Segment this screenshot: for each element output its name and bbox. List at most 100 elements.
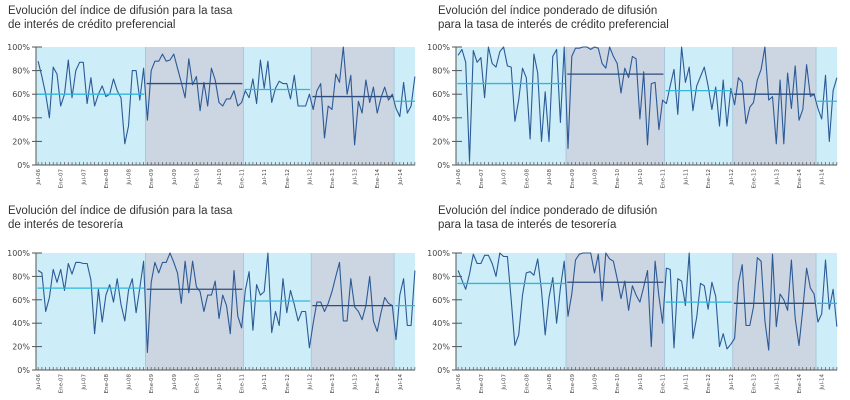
y-tick-label: 100% bbox=[7, 249, 30, 258]
x-tick-label: Jul-09 bbox=[592, 374, 598, 391]
chart-title: Evolución del índice de difusión para la… bbox=[8, 5, 233, 31]
y-tick-label: 60% bbox=[432, 90, 450, 99]
x-tick-label: Ene-07 bbox=[59, 168, 65, 188]
line-chart: 0% 20% 40% 60% 80% 100% Jul-06 Ene-07 Jul-07 Ene-… bbox=[7, 43, 416, 188]
x-tick-label: Ene-13 bbox=[752, 168, 758, 188]
x-tick-label: Jul-11 bbox=[683, 169, 689, 186]
y-tick-label: 80% bbox=[12, 272, 30, 281]
diffusion-index-line bbox=[37, 46, 416, 146]
x-tick-label: Ene-09 bbox=[149, 373, 155, 393]
chart-panel-2: Evolución del índice ponderado de difusi… bbox=[420, 0, 845, 200]
x-tick-label: Jul-11 bbox=[262, 374, 268, 391]
diffusion-index-line bbox=[37, 252, 416, 354]
x-tick-label: Ene-10 bbox=[615, 168, 621, 188]
x-tick-label: Ene-08 bbox=[524, 373, 530, 393]
x-tick-label: Ene-11 bbox=[661, 374, 667, 393]
x-tick-label: Ene-11 bbox=[240, 374, 246, 393]
x-tick-label: Jul-07 bbox=[81, 374, 87, 391]
period-band-5 bbox=[816, 47, 837, 165]
x-tick-label: Jul-13 bbox=[774, 169, 780, 186]
x-tick-label: Jul-07 bbox=[502, 169, 508, 186]
period-band-5 bbox=[394, 47, 415, 165]
x-tick-label: Jul-07 bbox=[81, 169, 87, 186]
y-tick-label: 80% bbox=[432, 272, 450, 281]
y-tick-label: 40% bbox=[432, 319, 450, 328]
x-tick-label: Ene-14 bbox=[375, 373, 381, 393]
period-band-2 bbox=[145, 47, 244, 165]
chart-title: Evolución del índice ponderado de difusi… bbox=[438, 5, 669, 31]
y-tick-label: 0% bbox=[17, 366, 30, 375]
x-tick-label: Jul-08 bbox=[127, 374, 133, 391]
x-tick-label: Jul-11 bbox=[683, 374, 689, 391]
y-tick-label: 80% bbox=[12, 67, 30, 76]
chart-panel-1: Evolución del índice de difusión para la… bbox=[0, 0, 425, 200]
y-tick-label: 40% bbox=[12, 319, 30, 328]
y-tick-label: 20% bbox=[432, 137, 450, 146]
x-tick-label: Ene-10 bbox=[615, 373, 621, 393]
x-tick-label: Jul-12 bbox=[307, 374, 313, 391]
chart-title: Evolución del índice ponderado de difusi… bbox=[438, 205, 658, 231]
period-band-3 bbox=[664, 253, 733, 370]
x-tick-label: Ene-10 bbox=[194, 373, 200, 393]
x-tick-label: Ene-13 bbox=[330, 373, 336, 393]
x-tick-label: Ene-12 bbox=[706, 169, 712, 188]
x-tick-label: Ene-12 bbox=[285, 374, 291, 393]
x-tick-label: Ene-12 bbox=[706, 374, 712, 393]
x-tick-label: Jul-14 bbox=[820, 374, 826, 391]
x-tick-label: Jul-10 bbox=[217, 169, 223, 186]
x-tick-label: Jul-06 bbox=[456, 169, 462, 186]
y-tick-label: 20% bbox=[432, 343, 450, 352]
x-tick-label: Ene-14 bbox=[797, 373, 803, 393]
chart-title: Evolución del índice de difusión para la… bbox=[8, 205, 233, 231]
y-tick-label: 100% bbox=[427, 43, 450, 52]
period-band-4 bbox=[732, 47, 817, 165]
y-tick-label: 40% bbox=[432, 114, 450, 123]
x-tick-label: Jul-10 bbox=[217, 374, 223, 391]
line-chart: 0% 20% 40% 60% 80% 100% Jul-06 Ene-07 Jul-07 Ene-… bbox=[427, 249, 838, 393]
x-tick-label: Ene-11 bbox=[661, 169, 667, 188]
x-tick-label: Ene-14 bbox=[375, 168, 381, 188]
x-tick-label: Jul-10 bbox=[638, 169, 644, 186]
y-tick-label: 20% bbox=[12, 343, 30, 352]
x-tick-label: Ene-07 bbox=[59, 373, 65, 393]
period-band-5 bbox=[816, 253, 837, 370]
x-tick-label: Jul-13 bbox=[353, 169, 359, 186]
x-tick-label: Ene-09 bbox=[570, 168, 576, 188]
period-band-3 bbox=[243, 253, 312, 370]
x-tick-label: Ene-11 bbox=[240, 169, 246, 188]
x-tick-label: Jul-12 bbox=[729, 169, 735, 186]
diffusion-index-line bbox=[457, 252, 838, 351]
x-tick-label: Ene-08 bbox=[104, 373, 110, 393]
y-tick-label: 60% bbox=[12, 90, 30, 99]
x-tick-label: Ene-08 bbox=[104, 168, 110, 188]
x-tick-label: Jul-14 bbox=[398, 374, 404, 391]
y-tick-label: 0% bbox=[17, 161, 30, 170]
chart-panel-4: Evolución del índice ponderado de difusi… bbox=[420, 200, 845, 400]
period-band-3 bbox=[664, 47, 733, 165]
y-tick-label: 0% bbox=[437, 366, 450, 375]
y-tick-label: 60% bbox=[12, 296, 30, 305]
y-tick-label: 0% bbox=[437, 161, 450, 170]
x-tick-label: Ene-07 bbox=[479, 373, 485, 393]
line-chart: 0% 20% 40% 60% 80% 100% Jul-06 Ene-07 Jul-07 Ene-… bbox=[7, 249, 416, 393]
x-tick-label: Jul-07 bbox=[502, 374, 508, 391]
y-tick-label: 100% bbox=[427, 249, 450, 258]
x-tick-label: Jul-09 bbox=[592, 169, 598, 186]
y-tick-label: 20% bbox=[12, 137, 30, 146]
x-tick-label: Jul-11 bbox=[262, 169, 268, 186]
diffusion-index-line bbox=[457, 46, 838, 163]
chart-panel-3: Evolución del índice de difusión para la… bbox=[0, 200, 425, 400]
y-tick-label: 80% bbox=[432, 67, 450, 76]
period-band-2 bbox=[566, 47, 665, 165]
x-tick-label: Jul-08 bbox=[547, 374, 553, 391]
period-band-1 bbox=[456, 253, 567, 370]
x-tick-label: Jul-08 bbox=[547, 169, 553, 186]
x-tick-label: Jul-08 bbox=[127, 169, 133, 186]
x-tick-label: Jul-09 bbox=[172, 169, 178, 186]
x-tick-label: Jul-12 bbox=[729, 374, 735, 391]
x-tick-label: Ene-14 bbox=[797, 168, 803, 188]
y-tick-label: 100% bbox=[7, 43, 30, 52]
x-tick-label: Jul-14 bbox=[820, 169, 826, 186]
x-tick-label: Ene-07 bbox=[479, 168, 485, 188]
x-tick-label: Jul-10 bbox=[638, 374, 644, 391]
